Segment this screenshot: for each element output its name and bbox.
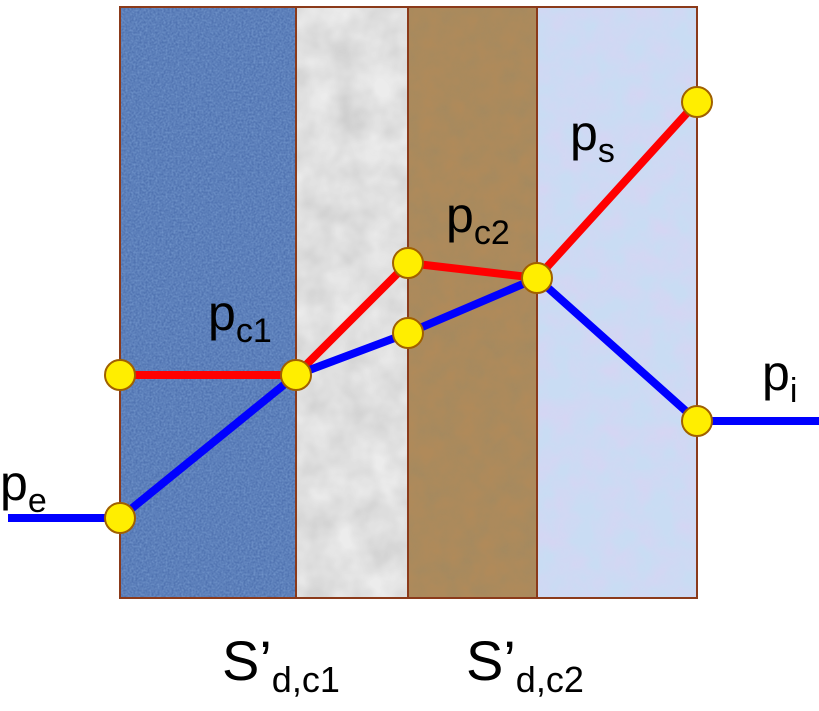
label-text: s xyxy=(598,132,615,170)
label-text: e xyxy=(28,482,47,520)
label-text: d,c2 xyxy=(516,659,584,700)
label-text: c2 xyxy=(474,214,510,252)
layer-label: S’d,c2 xyxy=(466,629,584,700)
diagram: pe pc1 pc2 ps pi S’d,c1 S’d,c2 xyxy=(0,0,819,711)
layer-label: S’d,c1 xyxy=(222,629,340,700)
label-text: d,c1 xyxy=(272,659,340,700)
label-text: p xyxy=(446,187,474,243)
texture xyxy=(296,7,408,598)
label-text: c1 xyxy=(236,312,272,350)
label-pi: pi xyxy=(762,345,797,410)
label-text: p xyxy=(570,105,598,161)
label-text: p xyxy=(0,455,28,511)
label-text: S’ xyxy=(222,629,272,692)
layers xyxy=(120,7,697,598)
label-text: S’ xyxy=(466,629,516,692)
label-text: p xyxy=(762,345,790,401)
label-text: i xyxy=(790,372,798,410)
label-text: p xyxy=(208,285,236,341)
label-pe: pe xyxy=(0,455,47,520)
